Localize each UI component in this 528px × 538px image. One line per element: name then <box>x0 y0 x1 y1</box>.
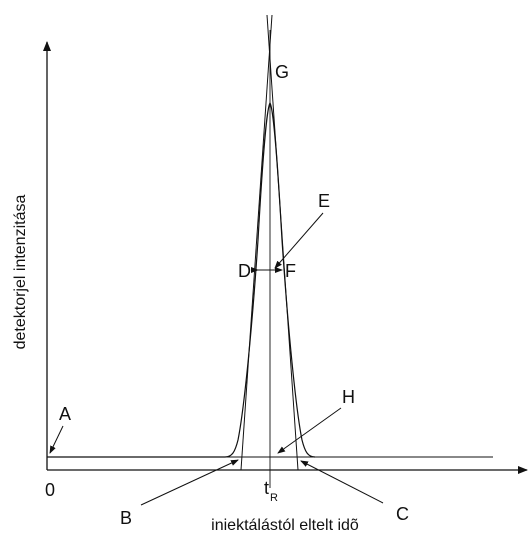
y-axis-label: detektorjel intenzitása <box>12 195 29 350</box>
point-label-h: H <box>342 387 355 407</box>
point-label-a: A <box>59 404 71 424</box>
right-tangent-line <box>266 14 299 471</box>
origin-label: 0 <box>45 480 55 500</box>
gaussian-peak-curve <box>47 101 316 458</box>
leader-a <box>49 425 64 454</box>
left-tangent-line <box>240 14 273 471</box>
leader-e <box>274 212 324 269</box>
point-label-b: B <box>120 508 132 528</box>
point-label-f: F <box>285 261 296 281</box>
leader-c <box>300 460 384 504</box>
point-label-d: D <box>238 261 251 281</box>
point-label-c: C <box>396 504 409 524</box>
point-label-g: G <box>275 62 289 82</box>
point-label-e: E <box>318 191 330 211</box>
x-axis-label: iniektálástól eltelt idõ <box>211 517 359 534</box>
leader-h <box>277 407 342 454</box>
retention-time-subscript: R <box>270 492 278 504</box>
retention-time-label: t <box>264 478 269 498</box>
leader-b <box>140 459 239 506</box>
